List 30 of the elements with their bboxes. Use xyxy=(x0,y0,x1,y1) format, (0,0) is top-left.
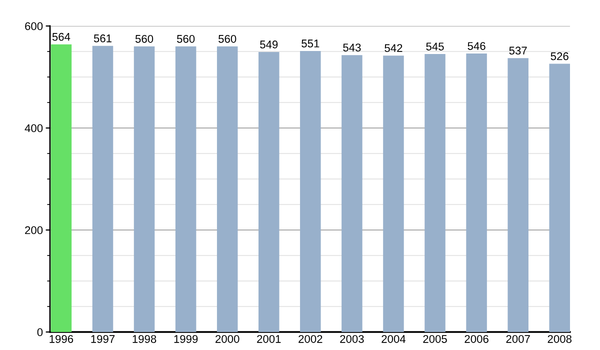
data-label: 543 xyxy=(343,44,361,52)
y-tick-label: 600 xyxy=(25,22,43,30)
x-tick-label: 2004 xyxy=(382,335,406,343)
y-tick-label: 0 xyxy=(37,328,43,336)
data-label: 545 xyxy=(426,42,444,50)
x-tick-label: 2000 xyxy=(216,335,240,343)
y-tick-label: 200 xyxy=(25,226,43,234)
x-tick-label: 1996 xyxy=(50,335,74,343)
y-tick-label: 400 xyxy=(24,124,43,132)
data-label: 546 xyxy=(468,42,486,50)
data-label: 542 xyxy=(384,44,402,52)
data-label: 526 xyxy=(550,52,568,60)
data-label: 537 xyxy=(509,46,527,55)
data-label: 549 xyxy=(260,40,278,48)
x-tick-label: 2006 xyxy=(464,335,488,343)
data-label: 560 xyxy=(135,34,154,43)
x-tick-label: 2007 xyxy=(506,335,530,343)
x-tick-label: 1998 xyxy=(132,335,156,343)
x-tick-label: 2005 xyxy=(423,335,447,343)
x-tick-label: 2001 xyxy=(257,335,281,343)
x-tick-label: 2003 xyxy=(340,335,364,343)
data-label: 561 xyxy=(94,34,112,42)
x-tick-label: 1997 xyxy=(91,335,115,343)
data-label: 560 xyxy=(218,34,236,43)
data-label: 560 xyxy=(176,34,195,43)
x-tick-label: 2008 xyxy=(548,335,572,343)
data-label: 551 xyxy=(302,40,320,48)
x-tick-label: 1999 xyxy=(174,335,198,343)
x-tick-label: 2002 xyxy=(298,335,322,343)
data-label: 564 xyxy=(52,32,70,41)
